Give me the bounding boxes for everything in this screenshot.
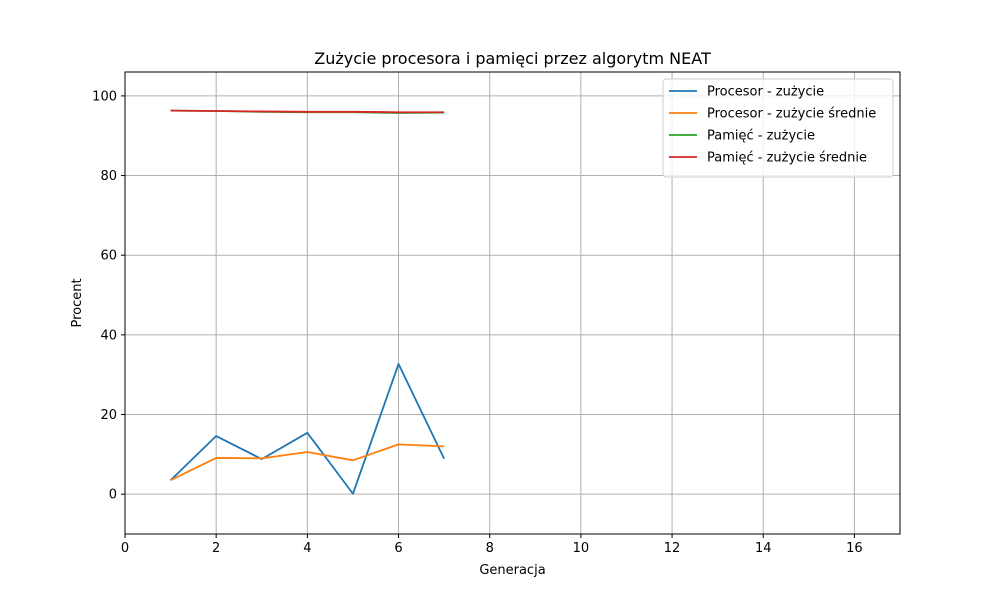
- x-tick-label: 16: [846, 541, 863, 556]
- axes-frame: [124, 71, 901, 535]
- series-line-4: [170, 109, 445, 114]
- series-line-1: [169, 363, 445, 495]
- y-axis-label: Procent: [70, 278, 85, 327]
- x-axis-label: Generacja: [479, 563, 545, 578]
- axis-ticks: 0 2 4 6 8 10 12 14 16 0 20 40 60 80 100: [92, 89, 863, 556]
- series-line-2: [170, 443, 445, 482]
- y-tick-label: 20: [100, 408, 117, 423]
- y-tick-label: 60: [100, 249, 117, 264]
- y-tick-label: 40: [100, 328, 117, 343]
- y-tick-label: 0: [109, 488, 117, 503]
- x-tick-label: 14: [755, 541, 772, 556]
- legend-entry-label: Pamięć - zużycie średnie: [707, 151, 867, 166]
- legend: Procesor - zużycie Procesor - zużycie śre…: [662, 78, 894, 178]
- x-tick-label: 0: [121, 541, 129, 556]
- legend-box: [662, 78, 894, 178]
- y-tick-label: 100: [92, 89, 117, 104]
- legend-entry-label: Procesor - zużycie: [707, 85, 824, 100]
- x-tick-label: 8: [486, 541, 494, 556]
- x-tick-label: 6: [394, 541, 402, 556]
- y-tick-label: 80: [100, 169, 117, 184]
- x-tick-label: 4: [303, 541, 311, 556]
- legend-entry-label: Procesor - zużycie średnie: [707, 107, 876, 122]
- x-tick-label: 10: [573, 541, 590, 556]
- legend-entry-label: Pamięć - zużycie: [707, 129, 815, 144]
- chart-title: Zużycie procesora i pamięci przez algory…: [314, 49, 711, 68]
- x-tick-label: 2: [212, 541, 220, 556]
- x-tick-label: 12: [664, 541, 681, 556]
- series-lines: [169, 109, 445, 495]
